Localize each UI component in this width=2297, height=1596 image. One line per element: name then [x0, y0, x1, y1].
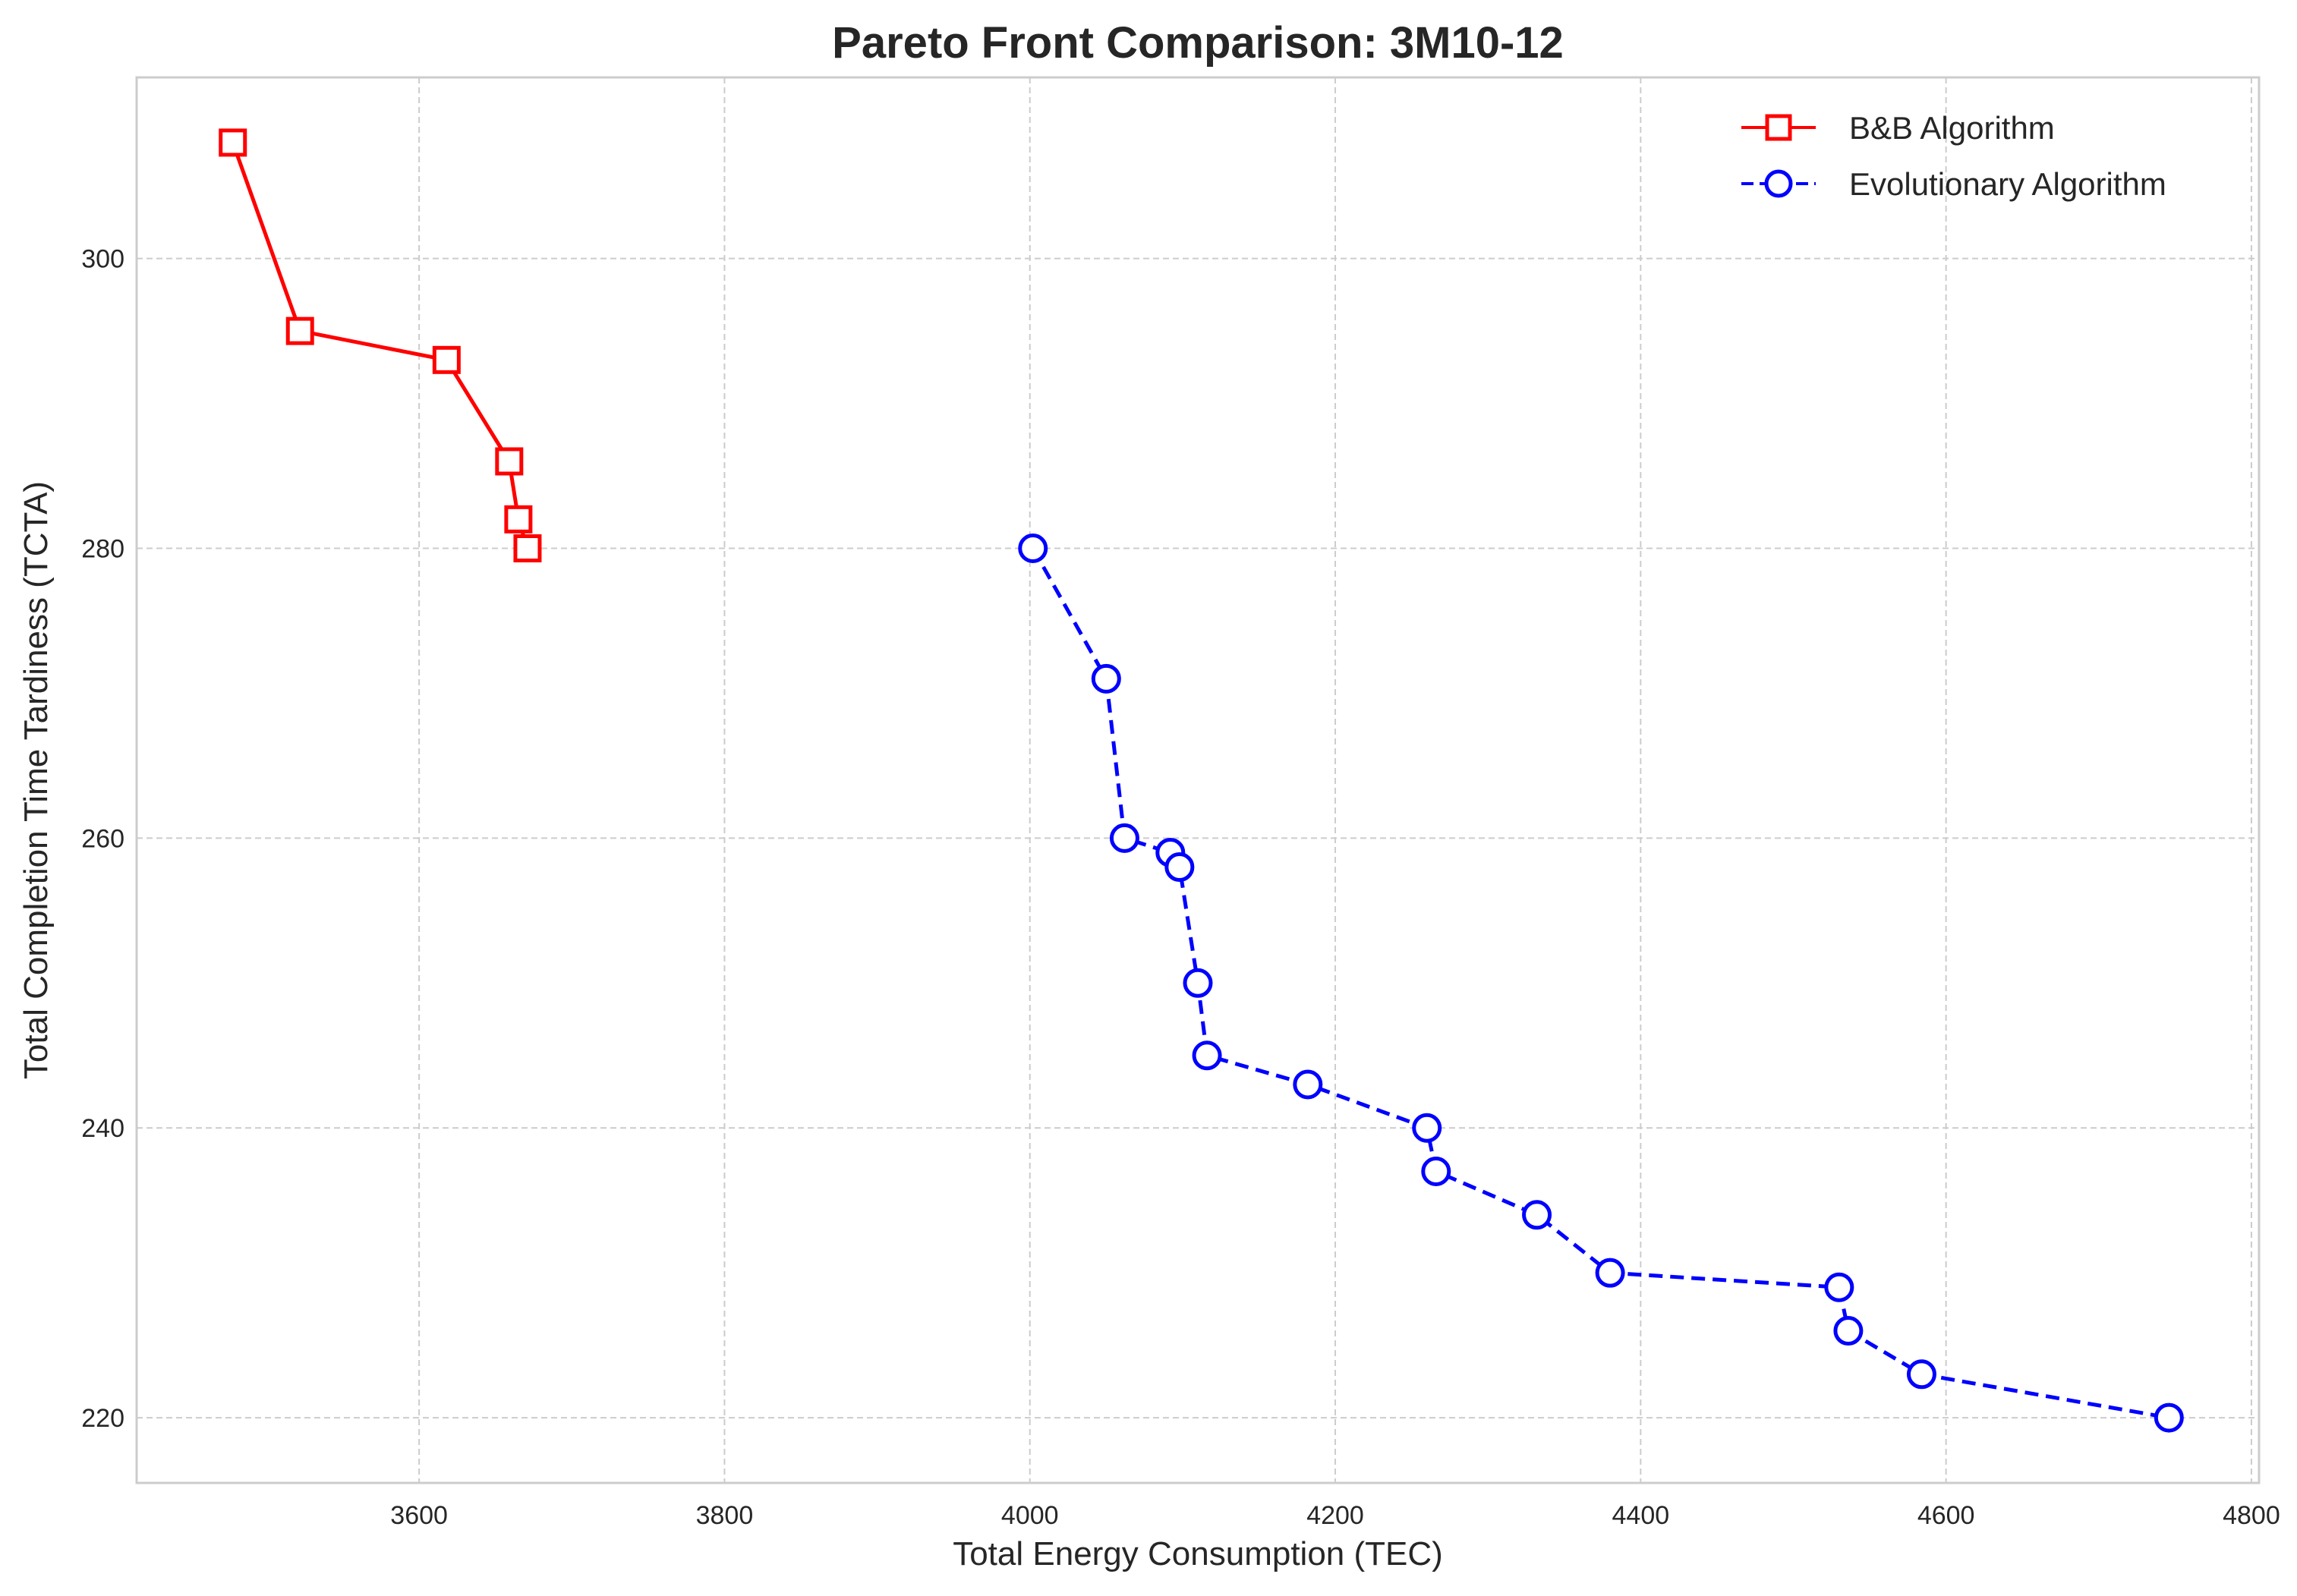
data-point-evolutionary [1906, 1359, 1936, 1390]
ticks-layer: 3600 3800 4000 4200 4400 4600 4800 220 240 260 280… [81, 245, 2280, 1530]
legend-marker-evolutionary [1764, 169, 1793, 198]
plot-frame [135, 76, 2261, 1484]
y-tick-label: 280 [81, 535, 124, 564]
series-line-bb [231, 142, 530, 549]
x-tick-label: 4800 [2223, 1501, 2280, 1530]
grid-layer [137, 77, 2259, 1483]
data-point-bb [285, 316, 314, 345]
data-point-evolutionary [1164, 852, 1195, 883]
x-tick-label: 3800 [696, 1501, 754, 1530]
y-tick-label: 220 [81, 1404, 124, 1433]
y-tick-label: 260 [81, 824, 124, 853]
data-point-evolutionary [1833, 1316, 1864, 1346]
data-point-evolutionary [1192, 1040, 1222, 1071]
chart-title: Pareto Front Comparison: 3M10-12 [832, 18, 1564, 68]
legend-entry-bb: B&B Algorithm [1741, 110, 2055, 146]
legend-label-bb: B&B Algorithm [1849, 110, 2055, 146]
data-point-evolutionary [1421, 1157, 1451, 1187]
data-point-evolutionary [1412, 1113, 1442, 1143]
legend-label-evolutionary: Evolutionary Algorithm [1849, 166, 2166, 202]
data-point-bb [513, 534, 542, 563]
x-tick-label: 4000 [1001, 1501, 1059, 1530]
data-point-evolutionary [1824, 1272, 1854, 1302]
data-point-bb [504, 505, 533, 534]
legend-entry-evolutionary: Evolutionary Algorithm [1741, 166, 2166, 202]
x-tick-label: 3600 [390, 1501, 448, 1530]
series-layer [219, 128, 2184, 1433]
x-tick-label: 4400 [1612, 1501, 1670, 1530]
x-tick-label: 4200 [1306, 1501, 1364, 1530]
x-axis-label: Total Energy Consumption (TEC) [953, 1535, 1443, 1572]
data-point-bb [495, 447, 524, 476]
data-point-bb [219, 128, 247, 157]
legend-marker-bb [1765, 114, 1792, 141]
data-point-evolutionary [2154, 1402, 2184, 1433]
data-point-bb [432, 345, 461, 374]
data-point-evolutionary [1109, 823, 1139, 853]
y-axis-label: Total Completion Time Tardiness (TCTA) [17, 481, 55, 1079]
legend: B&B Algorithm Evolutionary Algorithm [1741, 110, 2166, 202]
data-point-evolutionary [1293, 1069, 1323, 1100]
y-tick-label: 300 [81, 245, 124, 274]
data-point-evolutionary [1522, 1200, 1552, 1230]
data-point-evolutionary [1091, 663, 1121, 694]
y-tick-label: 240 [81, 1114, 124, 1143]
data-point-evolutionary [1595, 1258, 1625, 1288]
data-point-evolutionary [1018, 534, 1048, 564]
x-tick-label: 4600 [1917, 1501, 1975, 1530]
data-point-evolutionary [1183, 968, 1213, 998]
series-line-evolutionary [1031, 547, 2169, 1420]
